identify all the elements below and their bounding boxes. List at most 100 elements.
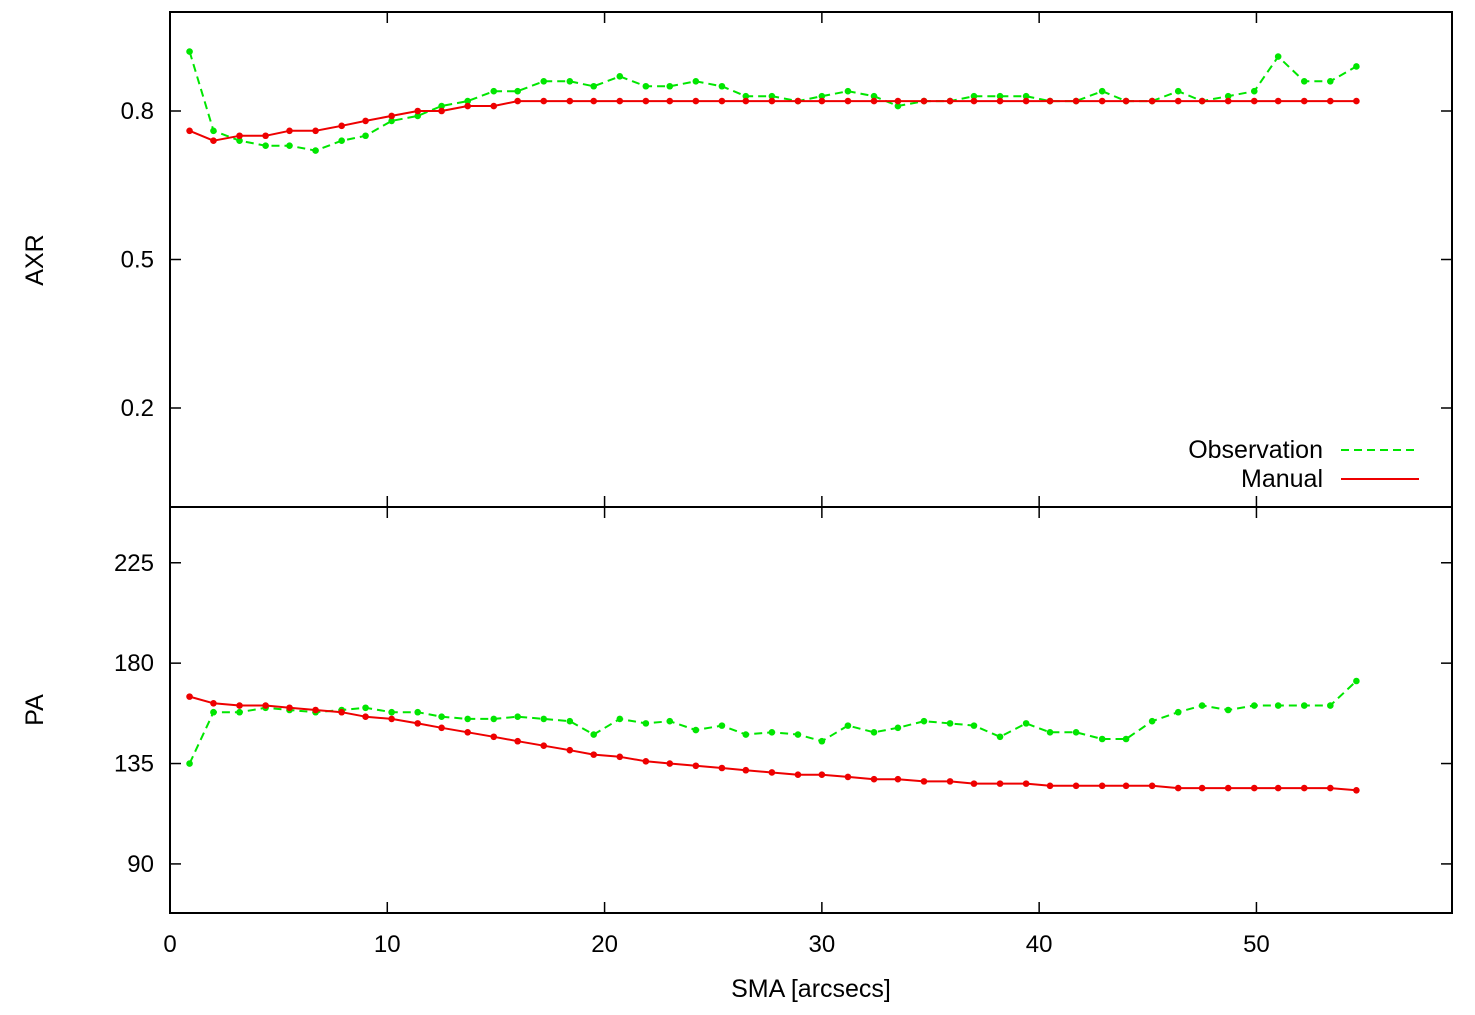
data-point-manual (388, 715, 395, 723)
data-point-manual (894, 97, 902, 105)
data-point-manual (388, 112, 395, 120)
data-point-manual (312, 706, 319, 714)
data-point-manual (210, 700, 217, 707)
data-point-manual (1046, 97, 1054, 105)
data-point-observation (970, 722, 978, 729)
data-point-manual (236, 702, 243, 709)
data-point-manual (692, 762, 700, 770)
y-tick-label: 180 (114, 650, 154, 677)
data-point-observation (1300, 78, 1308, 85)
data-point-manual (566, 97, 574, 105)
data-point-observation (642, 720, 650, 727)
data-point-observation (312, 147, 319, 154)
data-point-observation (996, 92, 1004, 100)
data-point-manual (1174, 784, 1182, 792)
data-point-observation (590, 82, 598, 90)
data-point-manual (742, 97, 750, 105)
data-point-manual (794, 97, 802, 105)
data-point-manual (1300, 784, 1308, 792)
data-point-observation (1250, 87, 1258, 95)
data-point-observation (186, 48, 193, 55)
data-point-manual (870, 775, 878, 783)
data-point-manual (186, 693, 193, 700)
data-point-manual (1224, 97, 1232, 105)
data-point-observation (692, 78, 700, 85)
data-point-observation (616, 73, 624, 80)
y-tick-label: 0.8 (121, 98, 154, 125)
data-point-observation (1274, 53, 1282, 60)
data-point-observation (794, 731, 802, 738)
data-point-observation (286, 142, 293, 149)
data-point-observation (996, 733, 1004, 741)
data-point-observation (642, 82, 650, 90)
data-point-observation (186, 760, 193, 767)
data-point-manual (1072, 97, 1080, 105)
y-tick-label: 90 (127, 851, 154, 878)
data-point-manual (946, 778, 954, 785)
data-point-manual (1098, 782, 1106, 790)
data-point-manual (186, 127, 193, 135)
data-point-manual (438, 107, 445, 115)
legend-label-observation: Observation (1188, 436, 1323, 464)
y-tick-label: 225 (114, 550, 154, 577)
data-point-manual (1250, 97, 1258, 105)
data-point-observation (844, 722, 852, 729)
y-axis-title: AXR (21, 234, 49, 285)
data-point-observation (464, 715, 471, 723)
data-point-observation (388, 708, 395, 716)
data-point-manual (362, 117, 369, 125)
data-point-manual (1122, 782, 1130, 790)
data-point-manual (692, 97, 700, 105)
data-point-manual (1224, 784, 1232, 792)
data-point-manual (870, 97, 878, 105)
y-tick-label: 0.5 (121, 247, 154, 274)
data-point-manual (844, 773, 852, 781)
data-point-manual (970, 780, 978, 787)
data-point-manual (1353, 97, 1360, 105)
data-point-observation (718, 82, 726, 90)
data-point-observation (490, 87, 498, 95)
data-point-manual (768, 97, 776, 105)
data-point-manual (312, 127, 319, 135)
data-point-observation (1174, 708, 1182, 716)
data-point-manual (1148, 782, 1156, 790)
data-point-manual (894, 775, 902, 783)
data-point-observation (1224, 92, 1232, 100)
data-point-manual (1250, 784, 1258, 792)
data-point-manual (616, 97, 624, 105)
data-point-manual (540, 742, 548, 749)
data-point-manual (794, 771, 802, 778)
data-point-manual (642, 758, 650, 765)
data-point-observation (414, 112, 422, 120)
data-point-manual (1274, 784, 1282, 792)
data-point-observation (362, 704, 369, 712)
data-point-observation (566, 78, 574, 85)
data-point-observation (490, 715, 498, 723)
data-point-observation (566, 717, 574, 725)
data-point-manual (438, 724, 445, 732)
data-point-manual (338, 708, 345, 716)
data-point-observation (1122, 735, 1130, 743)
data-point-manual (1353, 787, 1360, 794)
data-point-observation (1046, 729, 1054, 736)
data-point-manual (338, 122, 345, 130)
y-tick-label: 0.2 (121, 395, 154, 422)
x-tick-label: 50 (1243, 931, 1270, 958)
data-point-observation (742, 731, 750, 738)
data-point-manual (996, 780, 1004, 787)
data-point-manual (514, 737, 521, 745)
axr-panel: 0.2 0.5 0.8 AXR (21, 11, 1453, 508)
data-point-observation (540, 715, 548, 723)
data-point-manual (464, 102, 471, 110)
data-point-observation (210, 708, 217, 716)
data-point-manual (566, 746, 574, 754)
data-point-observation (1072, 729, 1080, 736)
data-point-observation (818, 737, 826, 745)
data-point-manual (1148, 97, 1156, 105)
data-point-manual (1174, 97, 1182, 105)
data-point-manual (540, 97, 548, 105)
data-point-manual (1122, 97, 1130, 105)
data-point-manual (1300, 97, 1308, 105)
data-point-observation (514, 87, 521, 95)
data-point-manual (1046, 782, 1054, 790)
